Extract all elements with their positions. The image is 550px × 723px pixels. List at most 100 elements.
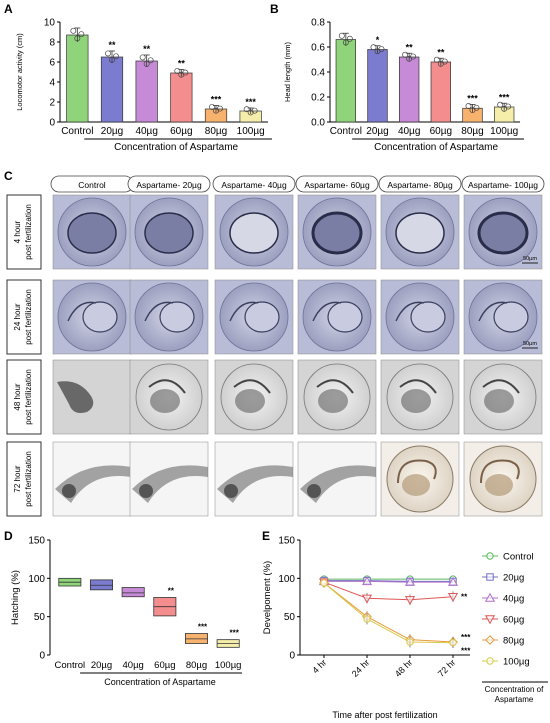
- y-tick-label: 8: [49, 38, 55, 49]
- embryo-body: [482, 379, 520, 394]
- y-tick-label: 4: [49, 78, 55, 89]
- data-point: [243, 106, 250, 113]
- x-tick-label: 40µg: [123, 660, 144, 671]
- x-tick-label: 40µg: [135, 126, 157, 137]
- data-point: [497, 101, 504, 108]
- data-point: [338, 32, 345, 39]
- series-line-40µg: [324, 580, 453, 583]
- significance-mark: ***: [211, 95, 222, 105]
- panel-a-bar-chart: 0 2 4 6 8 10 Locomotor activity (cm) Control ** 2…: [15, 18, 272, 153]
- row-label-line: 72 hour: [13, 465, 22, 492]
- x-tick-label: 40µg: [398, 126, 420, 137]
- embryo-yolk: [150, 389, 180, 413]
- bar-40µg: [399, 56, 420, 123]
- x-axis-title: Concentration of Aspartame: [114, 142, 238, 153]
- significance-mark: ***: [229, 629, 239, 638]
- x-tick-label: 4 hr: [310, 657, 328, 675]
- significance-mark: **: [178, 59, 186, 69]
- series-marker: [320, 579, 328, 587]
- series-marker: [486, 552, 494, 560]
- y-tick-label: 100: [28, 574, 45, 585]
- y-tick-label: 0.6: [311, 43, 325, 54]
- significance-mark: ***: [461, 633, 471, 642]
- x-tick-label: 60µg: [154, 660, 175, 671]
- y-tick-label: 0: [289, 651, 295, 662]
- column-header-pill: [212, 175, 296, 193]
- embryo-yolk: [235, 389, 265, 413]
- x-axis-title: Concentration of Aspartame: [104, 677, 216, 687]
- x-tick-label: 24 hr: [350, 657, 372, 679]
- legend-label: 40µg: [503, 594, 524, 605]
- data-point: [105, 50, 111, 57]
- series-marker: [447, 593, 459, 602]
- series-marker: [406, 638, 414, 646]
- embryo-yolk: [402, 474, 430, 496]
- significance-mark: ***: [461, 646, 471, 655]
- embryo-body: [229, 301, 259, 322]
- bar-20µg: [367, 49, 388, 123]
- x-tick-label: 72 hr: [436, 657, 458, 679]
- embryo-body: [312, 301, 342, 322]
- series-line-100µg: [323, 582, 454, 644]
- row-label-line: 4 hour: [13, 220, 22, 243]
- significance-mark: **: [461, 593, 468, 602]
- scale-bar-label: 50µm: [523, 256, 537, 262]
- embryo-yolk: [395, 212, 445, 254]
- data-point: [346, 35, 353, 42]
- column-header: Aspartame- 40µg: [221, 180, 287, 190]
- legend-label: 60µg: [503, 615, 524, 626]
- column-header-pill: [378, 175, 462, 193]
- embryo-body: [395, 301, 425, 322]
- significance-mark: ***: [499, 92, 510, 102]
- x-axis-title: Concentration of Aspartame: [374, 142, 498, 153]
- scale-bar-label: 50µm: [523, 341, 537, 347]
- series-marker: [447, 576, 459, 586]
- embryo-yolk: [410, 301, 446, 333]
- legend-label: 100µg: [503, 657, 530, 668]
- box-40µg: [121, 587, 145, 598]
- y-tick-label: 10: [44, 18, 56, 29]
- data-point: [370, 44, 377, 51]
- column-header: Aspartame- 100µg: [468, 180, 538, 190]
- y-tick-label: 150: [28, 536, 45, 547]
- series-marker: [486, 573, 494, 581]
- row-label-line: post fertilization: [24, 289, 33, 345]
- y-tick-label: 0.0: [311, 118, 325, 129]
- series-marker: [361, 594, 373, 604]
- significance-mark: **: [168, 587, 175, 596]
- row-label-line: post fertilization: [24, 204, 33, 260]
- panel-c-image-grid: Control Aspartame- 20µg Aspartame- 40µg Asp…: [6, 175, 545, 517]
- series-marker: [484, 592, 496, 602]
- embryo-yolk: [401, 389, 431, 413]
- column-header: Aspartame- 80µg: [387, 180, 453, 190]
- significance-mark: *: [376, 35, 380, 45]
- y-tick-label: 50: [284, 612, 296, 623]
- legend-title-line: Aspartame: [495, 695, 534, 704]
- x-tick-label: 80µg: [205, 126, 227, 137]
- column-header: Aspartame- 20µg: [136, 180, 202, 190]
- legend-label: Control: [503, 552, 534, 563]
- panel-a-letter: A: [4, 2, 13, 16]
- x-tick-label: 100µg: [215, 660, 242, 671]
- data-point: [410, 53, 417, 60]
- data-point: [441, 58, 448, 65]
- panel-b-bar-chart: 0.0 0.2 0.4 0.6 0.8 Head length (mm) Control * 2…: [283, 18, 524, 153]
- column-header: Aspartame- 60µg: [304, 180, 370, 190]
- bar-60µg: [170, 72, 193, 123]
- data-point: [70, 27, 77, 34]
- series-marker: [361, 576, 373, 586]
- embryo-yolk: [484, 389, 514, 413]
- larva-head: [224, 484, 238, 498]
- bar-60µg: [430, 61, 451, 123]
- legend-title-line: Concentration of: [485, 685, 544, 694]
- y-axis-title: Hatching (%): [10, 570, 21, 625]
- data-point: [113, 53, 119, 60]
- embryo-yolk: [493, 301, 529, 333]
- embryo-body: [316, 379, 354, 394]
- significance-mark: ***: [198, 623, 208, 632]
- embryo-body: [144, 301, 174, 322]
- embryo-body: [397, 459, 437, 484]
- y-tick-label: 100: [278, 574, 295, 585]
- data-point: [433, 56, 440, 63]
